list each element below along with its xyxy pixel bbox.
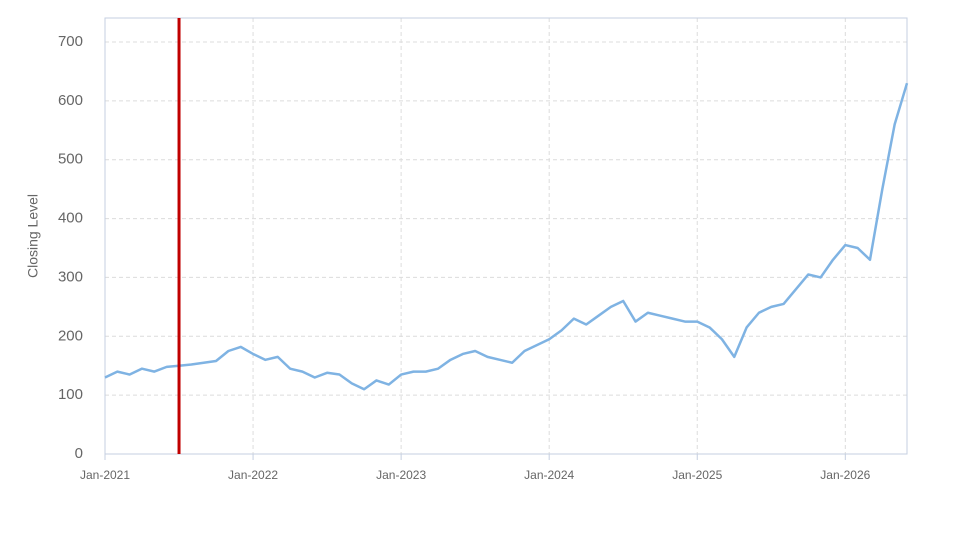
y-tick-label: 0 xyxy=(75,445,83,462)
x-tick-label: Jan-2023 xyxy=(376,468,426,482)
x-tick-label: Jan-2022 xyxy=(228,468,278,482)
line-series xyxy=(104,82,909,391)
y-tick-label: 600 xyxy=(58,92,83,109)
x-tick-label: Jan-2025 xyxy=(672,468,722,482)
plot-border xyxy=(104,17,908,455)
y-axis-label: Closing Level xyxy=(25,194,41,278)
y-tick-label: 700 xyxy=(58,33,83,50)
y-tick-label: 400 xyxy=(58,210,83,227)
y-tick-label: 200 xyxy=(58,327,83,344)
y-tick-label: 300 xyxy=(58,268,83,285)
y-tick-label: 500 xyxy=(58,151,83,168)
x-tick-label: Jan-2026 xyxy=(820,468,870,482)
x-tick-label: Jan-2024 xyxy=(524,468,574,482)
x-tick-label: Jan-2021 xyxy=(80,468,130,482)
y-tick-label: 100 xyxy=(58,386,83,403)
